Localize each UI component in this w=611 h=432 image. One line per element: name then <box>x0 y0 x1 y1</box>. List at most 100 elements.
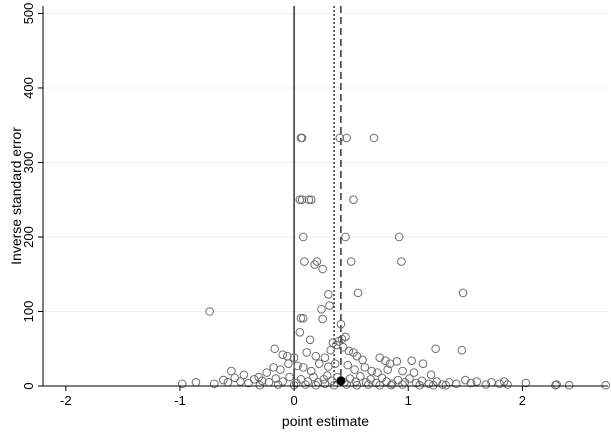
data-point <box>521 378 531 388</box>
data-point <box>407 356 416 365</box>
data-point <box>177 379 187 389</box>
data-point <box>385 359 395 368</box>
data-point <box>341 232 350 242</box>
data-point <box>303 377 313 386</box>
y-tick-label: 300 <box>21 152 36 174</box>
data-point <box>312 257 322 266</box>
data-point <box>311 380 321 390</box>
data-point <box>353 288 363 298</box>
data-point <box>273 380 283 389</box>
data-point <box>285 372 294 382</box>
y-tick-label: 200 <box>21 226 36 248</box>
data-point <box>601 380 611 390</box>
data-point <box>326 345 335 355</box>
data-point <box>318 264 327 274</box>
data-point <box>302 348 311 357</box>
data-point <box>466 378 476 388</box>
data-point <box>358 355 367 365</box>
data-point <box>375 380 385 390</box>
data-point <box>306 366 316 376</box>
data-point <box>409 368 419 377</box>
data-point <box>415 380 424 390</box>
data-point <box>431 344 440 354</box>
data-point <box>405 374 414 383</box>
data-point <box>398 380 407 389</box>
data-point <box>350 365 359 374</box>
data-point <box>300 257 309 266</box>
data-point <box>426 370 436 380</box>
data-point <box>360 363 370 372</box>
data-point <box>418 359 428 368</box>
data-point <box>305 335 315 345</box>
data-point <box>270 344 280 354</box>
data-point <box>205 307 214 316</box>
y-tick-label: 400 <box>21 77 36 99</box>
data-point <box>236 377 245 386</box>
data-point <box>352 380 362 390</box>
grid-lines <box>43 12 608 312</box>
data-point <box>296 133 306 143</box>
data-point <box>356 372 365 381</box>
data-point <box>346 257 356 266</box>
data-point <box>458 288 468 298</box>
data-point <box>311 351 321 361</box>
x-tick-label: -2 <box>60 393 72 408</box>
data-point <box>564 380 574 390</box>
data-point <box>329 380 339 390</box>
data-point <box>298 363 308 372</box>
data-point <box>282 351 292 361</box>
data-point <box>351 377 361 386</box>
data-point <box>255 380 265 390</box>
data-point <box>209 379 219 389</box>
data-point <box>297 195 307 205</box>
y-tick-label: 100 <box>21 301 36 323</box>
data-point <box>383 365 393 374</box>
data-point <box>223 377 233 387</box>
data-point <box>314 359 324 368</box>
data-point <box>310 260 319 269</box>
y-tick-label: 0 <box>21 382 36 389</box>
data-point <box>472 377 482 386</box>
data-point <box>481 380 491 389</box>
y-axis-title: Inverse standard error <box>8 127 24 265</box>
data-point <box>309 372 318 382</box>
data-point <box>306 195 316 205</box>
data-point <box>342 133 351 143</box>
data-point <box>320 379 330 389</box>
x-tick-label: 1 <box>405 393 412 408</box>
x-tick-label: 2 <box>519 393 526 408</box>
data-point <box>264 377 274 387</box>
data-point <box>296 313 306 323</box>
data-point <box>381 356 390 365</box>
data-point <box>503 380 512 389</box>
data-point <box>289 353 299 362</box>
data-point <box>552 380 561 389</box>
data-point <box>257 376 267 386</box>
data-point <box>301 380 310 389</box>
data-point <box>284 359 293 368</box>
data-point <box>336 319 346 329</box>
data-point <box>324 290 333 299</box>
data-point <box>394 232 404 242</box>
data-point <box>293 361 302 371</box>
data-point <box>373 368 382 377</box>
data-point <box>304 195 314 205</box>
data-point <box>451 379 461 389</box>
data-point <box>551 380 560 390</box>
data-point <box>364 380 373 389</box>
data-point <box>239 370 249 380</box>
axes: -2 -1 0 1 2 0 100 200 300 400 500 <box>21 3 608 408</box>
data-point <box>249 374 259 384</box>
x-axis-title: point estimate <box>282 413 369 429</box>
data-point <box>317 304 326 314</box>
data-point <box>322 371 332 380</box>
data-point <box>335 133 345 143</box>
data-point <box>369 133 379 143</box>
data-point <box>191 377 201 387</box>
data-point <box>278 350 287 360</box>
data-point <box>398 366 407 376</box>
reference-lines <box>293 6 342 386</box>
data-point <box>330 359 340 368</box>
data-points <box>177 133 611 390</box>
